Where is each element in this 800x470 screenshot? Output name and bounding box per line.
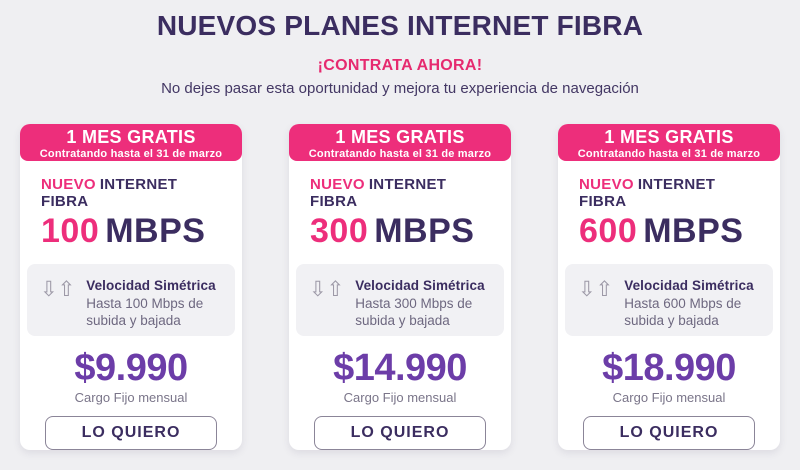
up-down-arrows-icon: ⇩⇧ [309,277,345,301]
feature-text: Velocidad Simétrica Hasta 600 Mbps de su… [624,277,763,330]
price-caption: Cargo Fijo mensual [74,389,188,405]
plan-tag: NUEVO INTERNET FIBRA [41,176,222,210]
plan-tag-rest: INTERNET FIBRA [41,175,178,210]
plan-card-100mbps: 1 MES GRATIS Contratando hasta el 31 de … [20,124,242,450]
promo-badge-subtitle: Contratando hasta el 31 de marzo [577,147,761,160]
page-title: NUEVOS PLANES INTERNET FIBRA [156,10,644,41]
plan-speed: 100 MBPS [41,214,222,248]
speed-value: 300 [310,211,369,250]
plan-tag: NUEVO INTERNET FIBRA [310,176,491,210]
plan-price: $14.990 [333,346,467,389]
speed-value: 100 [41,211,100,250]
promo-badge: 1 MES GRATIS Contratando hasta el 31 de … [558,124,780,161]
plan-info: NUEVO INTERNET FIBRA 100 MBPS [20,161,242,248]
plan-speed: 300 MBPS [310,214,491,248]
plan-price: $9.990 [74,346,188,389]
symmetric-speed-box: ⇩⇧ Velocidad Simétrica Hasta 600 Mbps de… [565,263,773,336]
speed-value: 600 [579,211,638,250]
plan-cards: 1 MES GRATIS Contratando hasta el 31 de … [0,124,800,450]
plan-tag-new: NUEVO [310,175,365,193]
speed-unit: MBPS [643,211,744,250]
lo-quiero-button[interactable]: LO QUIERO [314,415,486,450]
promo-badge-title: 1 MES GRATIS [66,127,196,147]
promo-badge-title: 1 MES GRATIS [335,127,465,147]
speed-unit: MBPS [374,211,475,250]
promo-badge-subtitle: Contratando hasta el 31 de marzo [308,147,492,160]
feature-description: Hasta 600 Mbps de subida y bajada [624,295,742,328]
lo-quiero-button[interactable]: LO QUIERO [583,415,755,450]
up-down-arrows-icon: ⇩⇧ [40,277,76,301]
feature-text: Velocidad Simétrica Hasta 300 Mbps de su… [355,277,494,330]
plan-speed: 600 MBPS [579,214,760,248]
plan-card-300mbps: 1 MES GRATIS Contratando hasta el 31 de … [289,124,511,450]
price-caption: Cargo Fijo mensual [612,389,726,405]
speed-unit: MBPS [105,211,206,250]
feature-description: Hasta 300 Mbps de subida y bajada [355,295,473,328]
plan-tag-rest: INTERNET FIBRA [579,175,716,210]
plan-card-600mbps: 1 MES GRATIS Contratando hasta el 31 de … [558,124,780,450]
cta-subheading: No dejes pasar esta oportunidad y mejora… [161,80,639,97]
feature-text: Velocidad Simétrica Hasta 100 Mbps de su… [86,277,225,330]
promo-header: NUEVOS PLANES INTERNET FIBRA ¡CONTRATA A… [0,0,800,97]
feature-title: Velocidad Simétrica [355,277,485,293]
cta-heading: ¡CONTRATA AHORA! [317,57,483,74]
price-caption: Cargo Fijo mensual [343,389,457,405]
plan-tag-new: NUEVO [41,175,96,193]
symmetric-speed-box: ⇩⇧ Velocidad Simétrica Hasta 100 Mbps de… [27,263,235,336]
plan-price: $18.990 [602,346,736,389]
promo-badge: 1 MES GRATIS Contratando hasta el 31 de … [20,124,242,161]
promo-badge-title: 1 MES GRATIS [604,127,734,147]
promo-badge: 1 MES GRATIS Contratando hasta el 31 de … [289,124,511,161]
promo-badge-subtitle: Contratando hasta el 31 de marzo [39,147,223,160]
plan-tag-rest: INTERNET FIBRA [310,175,447,210]
up-down-arrows-icon: ⇩⇧ [578,277,614,301]
feature-title: Velocidad Simétrica [86,277,216,293]
plan-tag: NUEVO INTERNET FIBRA [579,176,760,210]
feature-title: Velocidad Simétrica [624,277,754,293]
symmetric-speed-box: ⇩⇧ Velocidad Simétrica Hasta 300 Mbps de… [296,263,504,336]
lo-quiero-button[interactable]: LO QUIERO [45,415,217,450]
plan-info: NUEVO INTERNET FIBRA 600 MBPS [558,161,780,248]
plan-tag-new: NUEVO [579,175,634,193]
feature-description: Hasta 100 Mbps de subida y bajada [86,295,204,328]
plan-info: NUEVO INTERNET FIBRA 300 MBPS [289,161,511,248]
